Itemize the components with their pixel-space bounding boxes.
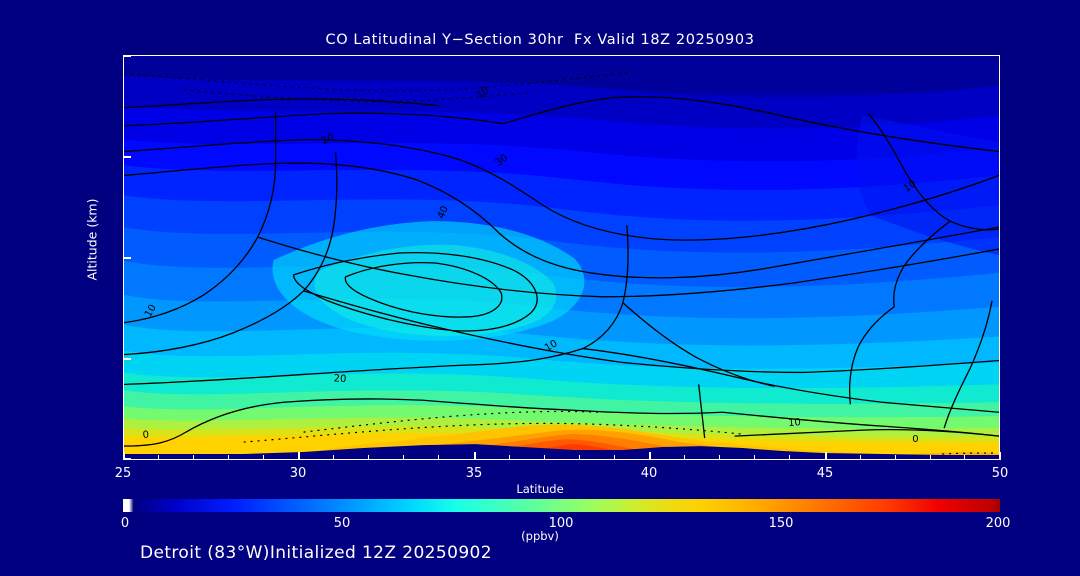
x-minor-tickmark (684, 455, 685, 460)
x-tickmark (999, 452, 1001, 460)
x-tickmark (825, 452, 827, 460)
x-minor-tickmark (544, 455, 545, 460)
svg-text:0: 0 (142, 429, 149, 441)
y-tickmark (123, 55, 131, 57)
filled-contours (124, 56, 999, 459)
x-tickmark (474, 452, 476, 460)
y-tickmark (123, 458, 131, 460)
x-minor-tickmark (930, 455, 931, 460)
x-minor-tickmark (614, 455, 615, 460)
svg-text:10: 10 (543, 338, 559, 354)
svg-text:40: 40 (436, 204, 451, 220)
x-minor-tickmark (789, 455, 790, 460)
colorbar-tick-100: 100 (548, 516, 574, 531)
x-tickmark (123, 452, 125, 460)
svg-text:20: 20 (333, 373, 346, 385)
svg-text:0: 0 (912, 434, 918, 445)
y-tickmark (123, 358, 131, 360)
x-minor-tickmark (368, 455, 369, 460)
plot-area: 0 20 10 40 30 20 10 10 10 10 0 (123, 55, 1000, 460)
x-minor-tickmark (438, 455, 439, 460)
x-tick-30: 30 (289, 466, 307, 481)
x-tick-45: 45 (816, 466, 834, 481)
x-tick-50: 50 (991, 466, 1009, 481)
x-minor-tickmark (964, 455, 965, 460)
x-minor-tickmark (895, 455, 896, 460)
colorbar-tick-150: 150 (768, 516, 794, 531)
x-minor-tickmark (193, 455, 194, 460)
x-tickmark (649, 452, 651, 460)
colorbar-unit-label: (ppbv) (521, 529, 559, 543)
colorbar-gradient (123, 499, 1000, 512)
x-minor-tickmark (333, 455, 334, 460)
x-axis-label: Latitude (516, 482, 564, 496)
x-minor-tickmark (509, 455, 510, 460)
x-minor-tickmark (158, 455, 159, 460)
svg-text:10: 10 (143, 303, 159, 319)
chart-title: CO Latitudinal Y−Section 30hr Fx Valid 1… (325, 32, 755, 48)
x-tickmark (298, 452, 300, 460)
contour-lines (124, 96, 999, 447)
svg-text:10: 10 (788, 417, 802, 429)
y-tickmark (123, 257, 131, 259)
y-tickmark (123, 156, 131, 158)
colorbar: 0 50 100 150 200 (121, 496, 1010, 531)
dotted-contours (124, 71, 997, 455)
x-minor-tickmark (719, 455, 720, 460)
svg-text:20: 20 (320, 132, 336, 147)
colorbar-tick-0: 0 (120, 516, 130, 531)
cross-section-plot: 0 20 10 40 30 20 10 10 10 10 0 (124, 56, 999, 459)
chart-caption: Detroit (83°W)Initialized 12Z 20250902 (140, 543, 492, 563)
terrain-mask (124, 444, 999, 459)
x-tick-25: 25 (114, 466, 132, 481)
x-minor-tickmark (403, 455, 404, 460)
x-tick-40: 40 (640, 466, 658, 481)
x-minor-tickmark (754, 455, 755, 460)
x-tick-35: 35 (465, 466, 483, 481)
x-minor-tickmark (860, 455, 861, 460)
colorbar-tick-50: 50 (333, 516, 351, 531)
y-axis-label: Altitude (km) (84, 198, 100, 281)
x-minor-tickmark (579, 455, 580, 460)
colorbar-tick-200: 200 (985, 516, 1011, 531)
x-minor-tickmark (263, 455, 264, 460)
x-minor-tickmark (228, 455, 229, 460)
